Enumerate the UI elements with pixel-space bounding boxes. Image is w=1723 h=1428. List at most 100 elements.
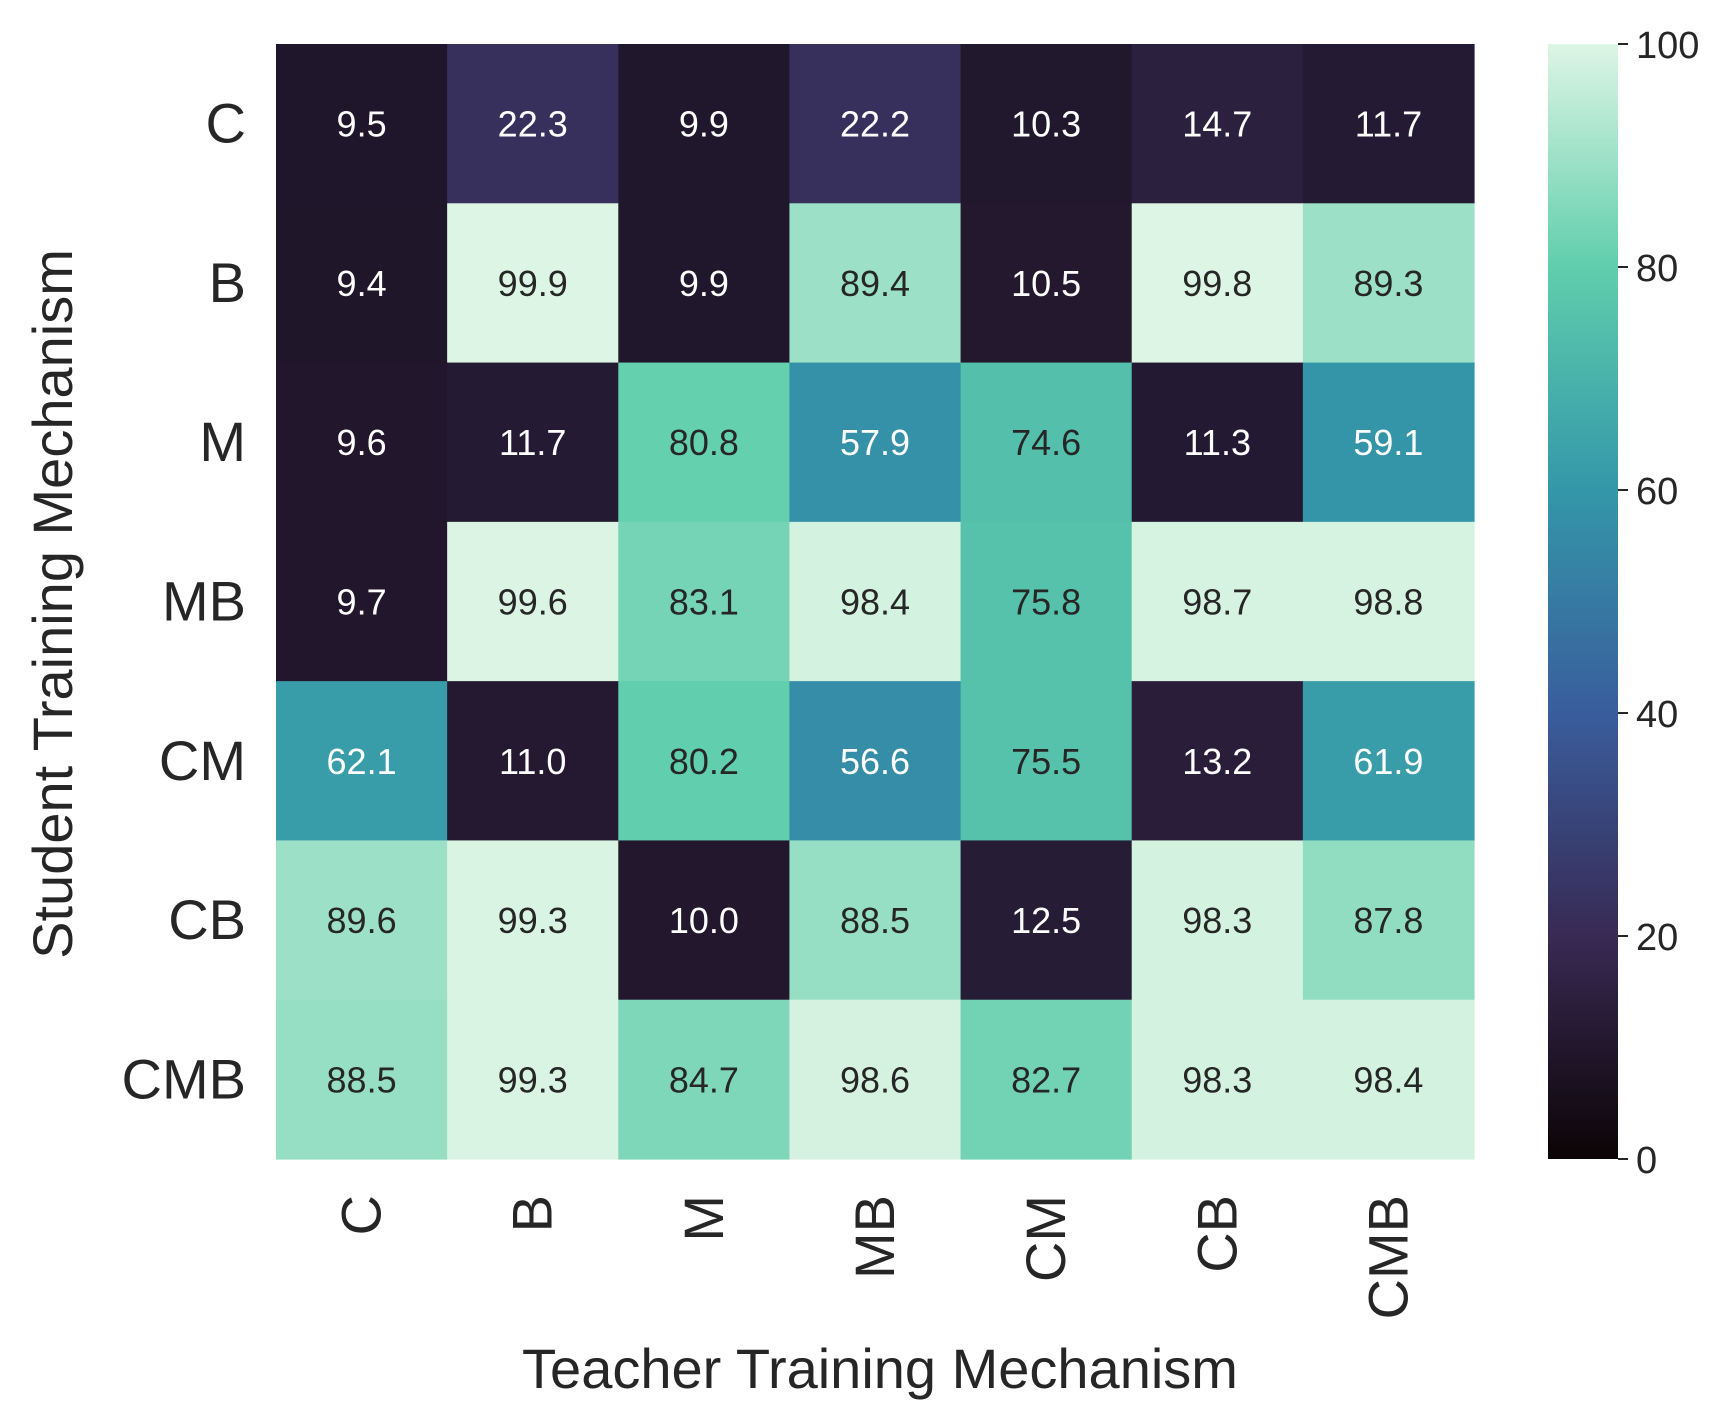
cell-value-label-MB-M: 83.1 bbox=[669, 582, 739, 623]
heatmap-cell-MB-C bbox=[276, 521, 448, 682]
cell-value-label-CB-C: 89.6 bbox=[327, 900, 397, 941]
heatmap-cell-CMB-MB bbox=[789, 999, 962, 1160]
x-tick-label-CM: CM bbox=[1014, 1195, 1077, 1282]
colorbar-tick-label-20: 20 bbox=[1636, 917, 1678, 959]
x-tick-label-B: B bbox=[501, 1195, 564, 1232]
heatmap-cell-M-MB bbox=[789, 362, 962, 523]
x-tick-label-CMB: CMB bbox=[1356, 1195, 1419, 1319]
cell-value-label-CB-CMB: 87.8 bbox=[1353, 900, 1423, 941]
cell-value-label-C-CMB: 11.7 bbox=[1355, 104, 1422, 145]
y-tick-label-MB: MB bbox=[162, 570, 246, 633]
cell-value-label-CM-MB: 56.6 bbox=[840, 741, 910, 782]
cell-value-label-CB-CM: 12.5 bbox=[1011, 900, 1081, 941]
heatmap-cell-CB-MB bbox=[789, 840, 962, 1001]
heatmap-cell-MB-CB bbox=[1131, 521, 1304, 682]
cell-value-label-CMB-C: 88.5 bbox=[327, 1059, 397, 1100]
heatmap-cell-M-CB bbox=[1131, 362, 1304, 523]
x-tick-label-CB: CB bbox=[1185, 1195, 1248, 1273]
heatmap-cell-B-M bbox=[618, 203, 791, 364]
cell-value-label-M-CMB: 59.1 bbox=[1353, 422, 1423, 463]
heatmap-cell-M-B bbox=[447, 362, 619, 523]
cell-value-label-B-C: 9.4 bbox=[337, 263, 387, 304]
cell-value-label-MB-MB: 98.4 bbox=[840, 582, 910, 623]
heatmap-cell-MB-MB bbox=[789, 521, 962, 682]
heatmap-cell-MB-CMB bbox=[1302, 521, 1475, 682]
heatmap-cell-M-M bbox=[618, 362, 791, 523]
cell-value-label-CB-B: 99.3 bbox=[498, 900, 568, 941]
x-axis-label: Teacher Training Mechanism bbox=[522, 1337, 1238, 1400]
heatmap-cell-CM-B bbox=[447, 681, 619, 842]
cell-value-label-M-CB: 11.3 bbox=[1184, 422, 1251, 463]
cell-value-label-M-C: 9.6 bbox=[337, 422, 387, 463]
cell-value-label-B-CB: 99.8 bbox=[1182, 263, 1252, 304]
heatmap-cell-B-CB bbox=[1131, 203, 1304, 364]
cell-value-label-B-CMB: 89.3 bbox=[1353, 263, 1423, 304]
cell-value-label-CM-CB: 13.2 bbox=[1182, 741, 1252, 782]
cell-value-label-C-CB: 14.7 bbox=[1182, 104, 1252, 145]
heatmap-cell-CB-CMB bbox=[1302, 840, 1475, 1001]
heatmap-cell-CB-CB bbox=[1131, 840, 1304, 1001]
heatmap-cell-CMB-CB bbox=[1131, 999, 1304, 1160]
colorbar: 0 20 40 60 80 100 bbox=[1548, 25, 1699, 1182]
heatmap-cell-CB-CM bbox=[960, 840, 1133, 1001]
heatmap-cells: 9.5 22.3 9.9 22.2 10.3 14.7 11.7 9.4 99.9 9.9 89.4… bbox=[276, 44, 1475, 1160]
colorbar-tick-label-40: 40 bbox=[1636, 694, 1678, 736]
heatmap-cell-C-B bbox=[447, 44, 619, 204]
colorbar-gradient bbox=[1548, 44, 1618, 1159]
heatmap-cell-CMB-CMB bbox=[1302, 999, 1475, 1160]
heatmap-cell-CB-B bbox=[447, 840, 619, 1001]
x-tick-labels: C B M MB CM CB CMB bbox=[330, 1195, 1420, 1319]
cell-value-label-CMB-CM: 82.7 bbox=[1011, 1059, 1081, 1100]
cell-value-label-CB-CB: 98.3 bbox=[1182, 900, 1252, 941]
cell-value-label-CM-M: 80.2 bbox=[669, 741, 739, 782]
colorbar-tick-label-80: 80 bbox=[1636, 248, 1678, 290]
heatmap-cell-B-C bbox=[276, 203, 448, 364]
heatmap-cell-B-CM bbox=[960, 203, 1133, 364]
cell-value-label-M-B: 11.7 bbox=[499, 422, 566, 463]
cell-value-label-CM-CM: 75.5 bbox=[1011, 741, 1081, 782]
cell-value-label-CMB-B: 99.3 bbox=[498, 1059, 568, 1100]
cell-value-label-M-MB: 57.9 bbox=[840, 422, 910, 463]
cell-value-label-CMB-M: 84.7 bbox=[669, 1059, 739, 1100]
x-tick-label-C: C bbox=[330, 1195, 393, 1235]
heatmap-cell-CB-M bbox=[618, 840, 791, 1001]
heatmap-cell-CM-CMB bbox=[1302, 681, 1475, 842]
heatmap-cell-M-CMB bbox=[1302, 362, 1475, 523]
cell-value-label-B-B: 99.9 bbox=[498, 263, 568, 304]
y-tick-label-B: B bbox=[209, 251, 246, 314]
y-tick-label-M: M bbox=[199, 410, 246, 473]
heatmap-cell-MB-CM bbox=[960, 521, 1133, 682]
cell-value-label-CB-M: 10.0 bbox=[669, 900, 739, 941]
cell-value-label-MB-CB: 98.7 bbox=[1182, 582, 1252, 623]
colorbar-tick-label-60: 60 bbox=[1636, 471, 1678, 513]
cell-value-label-MB-C: 9.7 bbox=[337, 582, 387, 623]
heatmap-cell-MB-B bbox=[447, 521, 619, 682]
y-tick-label-CMB: CMB bbox=[122, 1047, 246, 1110]
heatmap-cell-CM-M bbox=[618, 681, 791, 842]
heatmap-cell-CM-CB bbox=[1131, 681, 1304, 842]
x-tick-label-M: M bbox=[672, 1195, 735, 1242]
heatmap-cell-CM-C bbox=[276, 681, 448, 842]
cell-value-label-CM-C: 62.1 bbox=[327, 741, 397, 782]
cell-value-label-MB-B: 99.6 bbox=[498, 582, 568, 623]
cell-value-label-C-B: 22.3 bbox=[498, 104, 568, 145]
heatmap-cell-C-M bbox=[618, 44, 791, 204]
colorbar-tick-label-100: 100 bbox=[1636, 25, 1699, 67]
cell-value-label-CMB-CMB: 98.4 bbox=[1353, 1059, 1423, 1100]
cell-value-label-MB-CM: 75.8 bbox=[1011, 582, 1081, 623]
heatmap-cell-C-MB bbox=[789, 44, 962, 204]
cell-value-label-B-MB: 89.4 bbox=[840, 263, 910, 304]
colorbar-tick-label-0: 0 bbox=[1636, 1140, 1657, 1182]
cell-value-label-CMB-CB: 98.3 bbox=[1182, 1059, 1252, 1100]
cell-value-label-M-M: 80.8 bbox=[669, 422, 739, 463]
colorbar-ticks: 0 20 40 60 80 100 bbox=[1618, 25, 1699, 1182]
y-tick-label-C: C bbox=[206, 92, 246, 155]
cell-value-label-C-MB: 22.2 bbox=[840, 104, 910, 145]
heatmap-cell-C-CB bbox=[1131, 44, 1304, 204]
y-tick-label-CB: CB bbox=[168, 888, 246, 951]
heatmap-cell-CM-CM bbox=[960, 681, 1133, 842]
heatmap-cell-M-CM bbox=[960, 362, 1133, 523]
heatmap-cell-M-C bbox=[276, 362, 448, 523]
cell-value-label-MB-CMB: 98.8 bbox=[1353, 582, 1423, 623]
